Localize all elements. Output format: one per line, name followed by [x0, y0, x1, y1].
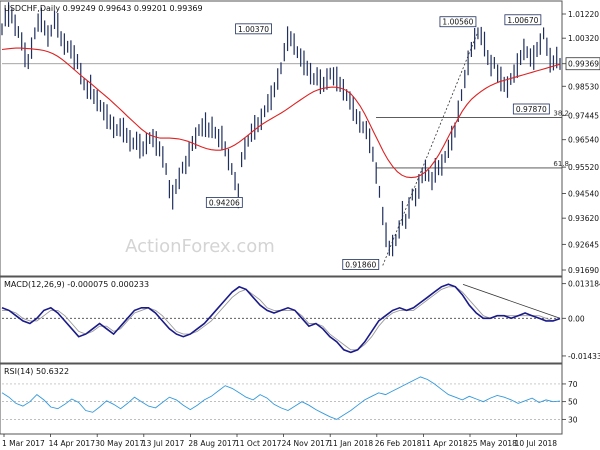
- x-tick-label-0: 1 Mar 2017: [2, 439, 45, 448]
- rsi-panel-frame: [0, 363, 563, 435]
- macd-tick-label-2: -0.014339: [568, 352, 600, 361]
- x-tick-label-3: 13 Jul 2017: [142, 439, 185, 448]
- price-tick-label-4: 0.97445: [568, 111, 599, 120]
- price-title: USDCHF,Daily 0.99249 0.99643 0.99201 0.9…: [4, 4, 203, 13]
- price-tick-label-7: 0.94540: [568, 189, 599, 198]
- x-tick-label-10: 25 May 2018: [468, 439, 517, 448]
- x-tick-label-11: 10 Jul 2018: [515, 439, 558, 448]
- macd-tick-label-1: 0.00: [568, 314, 585, 323]
- moving-average-line: [1, 47, 561, 179]
- rsi-tick-label-1: 50: [568, 398, 578, 407]
- price-tick-label-1: 1.00320: [568, 34, 599, 43]
- annotation-label-1: 0.94206: [209, 198, 240, 207]
- annotation-box-0: [235, 23, 272, 35]
- price-tick-label-5: 0.96540: [568, 136, 599, 145]
- rsi-layer: [1, 376, 561, 420]
- annotation-label-3: 1.00560: [442, 18, 473, 27]
- macd-line: [1, 283, 561, 354]
- annotation-box-3: [439, 16, 477, 28]
- price-tick-label-8: 0.93620: [568, 214, 599, 223]
- macd-layer: [1, 283, 561, 354]
- price-tick-label-10: 0.91690: [568, 266, 599, 275]
- x-tick-label-1: 14 Apr 2017: [49, 439, 96, 448]
- annotation-label-2: 0.91860: [345, 260, 376, 269]
- watermark: ActionForex.com: [125, 236, 275, 257]
- macd-trendline: [462, 284, 561, 319]
- price-tick-label-0: 1.01220: [568, 10, 599, 19]
- price-panel-frame: [0, 0, 563, 277]
- rsi-tick-label-0: 70: [568, 380, 578, 389]
- annotation-label-4: 1.00670: [507, 16, 538, 25]
- fib-label-1: 61.8: [553, 160, 569, 168]
- x-tick-label-5: 11 Oct 2017: [235, 439, 282, 448]
- current-price-box: [565, 57, 600, 71]
- macd-title: MACD(12,26,9) -0.000075 0.000233: [4, 280, 149, 289]
- annotation-box-2: [342, 259, 380, 270]
- rsi-title: RSI(14) 50.6322: [4, 367, 69, 376]
- annotation-box-1: [205, 197, 243, 208]
- x-tick-label-2: 30 May 2017: [95, 439, 144, 448]
- x-tick-label-7: 11 Jan 2018: [328, 439, 373, 448]
- annotation-box-5: [512, 103, 550, 115]
- price-layer: 38.2 61.8 1.00370 0.94206 0.91860 1.00560 1.00…: [1, 2, 569, 270]
- x-tick-label-6: 24 Nov 2017: [282, 439, 330, 448]
- price-tick-label-3: 0.98530: [568, 82, 599, 91]
- rsi-tick-label-2: 30: [568, 415, 578, 424]
- rsi-line: [1, 376, 561, 420]
- x-tick-label-4: 28 Aug 2017: [188, 439, 236, 448]
- annotation-box-4: [504, 14, 542, 26]
- x-tick-label-9: 11 Apr 2018: [421, 439, 468, 448]
- macd-panel-frame: [0, 276, 563, 364]
- fib-label-0: 38.2: [553, 109, 569, 117]
- annotation-label-5: 0.97870: [516, 105, 547, 114]
- price-tick-label-2: 0.99369: [568, 60, 599, 69]
- y-axis-layer: 1.01220 1.00320 0.99369 0.98530 0.97445 0.965…: [562, 10, 600, 424]
- price-tick-label-6: 0.95520: [568, 163, 599, 172]
- price-tick-label-9: 0.92645: [568, 240, 599, 249]
- annotation-label-0: 1.00370: [238, 25, 269, 34]
- x-tick-label-8: 26 Feb 2018: [375, 439, 422, 448]
- macd-tick-label-0: 0.013184: [568, 280, 600, 289]
